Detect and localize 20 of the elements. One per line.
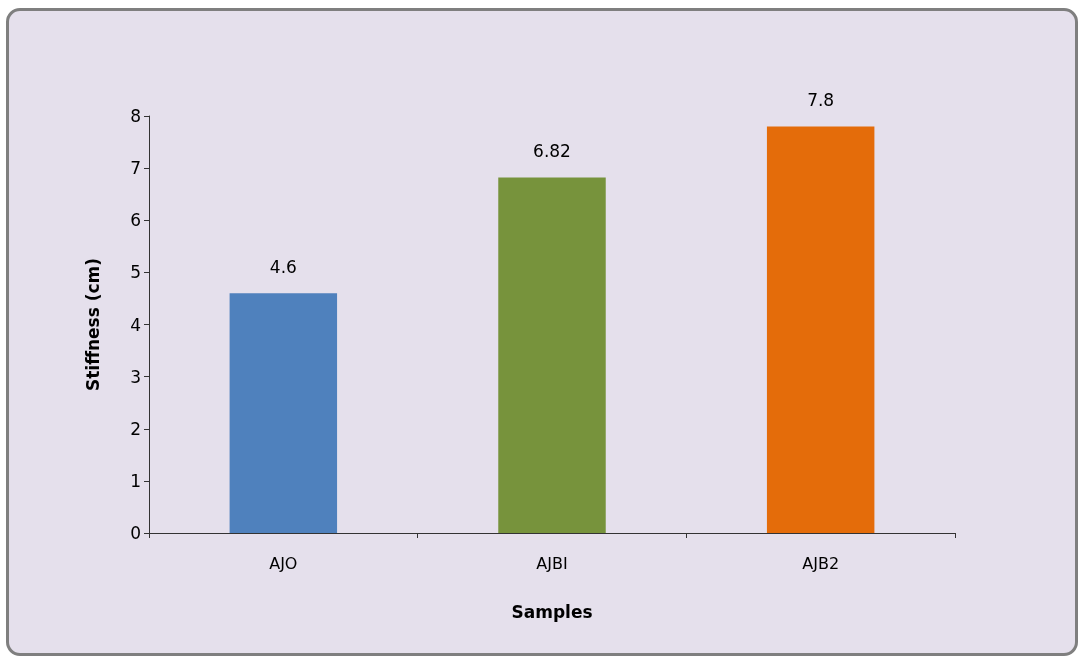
bar <box>766 126 875 533</box>
bar <box>229 293 338 533</box>
y-tick-label: 2 <box>130 418 141 439</box>
y-tick-label: 8 <box>130 106 141 126</box>
data-label: 6.82 <box>533 141 571 162</box>
data-label: 7.8 <box>807 89 835 110</box>
x-tick-label: AJB2 <box>802 553 840 573</box>
y-tick-label: 3 <box>130 366 141 387</box>
y-tick-label: 7 <box>130 158 141 179</box>
y-tick-label: 4 <box>130 314 141 335</box>
y-tick-label: 6 <box>130 210 141 231</box>
y-tick-label: 0 <box>130 523 141 543</box>
data-label: 4.6 <box>269 256 297 277</box>
y-axis-title: Stiffness (cm) <box>82 257 103 392</box>
x-axis-title: Samples <box>511 601 593 622</box>
x-tick-label: AJBI <box>536 553 568 573</box>
y-tick-label: 5 <box>130 262 141 283</box>
bar <box>498 177 606 533</box>
y-tick-label: 1 <box>130 470 141 491</box>
x-tick-label: AJO <box>269 553 298 573</box>
